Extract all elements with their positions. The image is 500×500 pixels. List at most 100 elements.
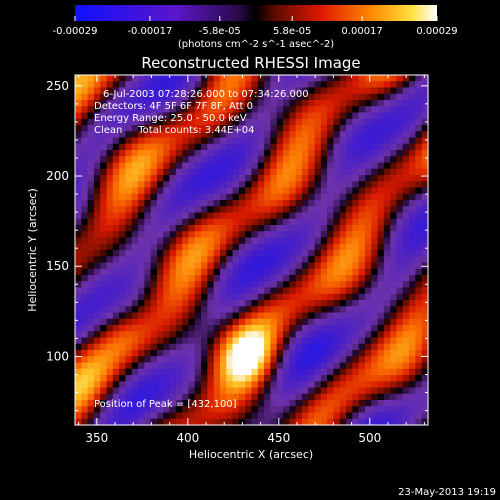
heatmap-cell <box>352 306 360 314</box>
heatmap-cell <box>421 325 429 332</box>
heatmap-cell <box>364 125 372 132</box>
heatmap-cell <box>409 250 416 257</box>
heatmap-cell <box>289 356 297 364</box>
heatmap-cell <box>87 275 95 282</box>
heatmap-cell <box>346 200 353 207</box>
heatmap-cell <box>163 312 171 320</box>
heatmap-cell <box>226 406 234 414</box>
heatmap-cell <box>245 175 253 182</box>
heatmap-cell <box>327 281 335 289</box>
heatmap-cell <box>421 168 429 176</box>
heatmap-cell <box>314 281 322 289</box>
heatmap-cell <box>163 81 171 89</box>
heatmap-cell <box>320 343 328 351</box>
heatmap-cell <box>270 237 278 245</box>
heatmap-cell <box>81 150 89 157</box>
heatmap-cell <box>339 250 347 257</box>
heatmap-cell <box>327 368 335 376</box>
heatmap-cell <box>226 281 234 289</box>
heatmap-cell <box>396 218 404 226</box>
heatmap-cell <box>270 100 278 107</box>
heatmap-cell <box>194 256 202 264</box>
heatmap-cell <box>257 325 265 332</box>
heatmap-cell <box>194 150 202 157</box>
heatmap-cell <box>150 268 158 276</box>
heatmap-cell <box>138 256 145 264</box>
heatmap-cell <box>409 93 416 101</box>
heatmap-cell <box>112 156 120 164</box>
heatmap-cell <box>245 243 253 251</box>
heatmap-cell <box>207 125 215 132</box>
heatmap-cell <box>314 206 322 214</box>
heatmap-cell <box>150 381 158 389</box>
heatmap-cell <box>75 212 82 220</box>
heatmap-cell <box>402 393 410 401</box>
heatmap-cell <box>320 268 328 276</box>
heatmap-cell <box>333 118 341 126</box>
heatmap-cell <box>371 300 379 307</box>
heatmap-cell <box>346 156 353 164</box>
heatmap-cell <box>358 343 366 351</box>
heatmap-cell <box>364 300 372 307</box>
heatmap-cell <box>232 337 240 345</box>
heatmap-cell <box>257 337 265 345</box>
heatmap-cell <box>251 193 259 201</box>
heatmap-cell <box>352 325 360 332</box>
heatmap-cell <box>346 350 353 357</box>
heatmap-cell <box>327 275 335 282</box>
heatmap-cell <box>125 381 133 389</box>
heatmap-cell <box>364 293 372 301</box>
heatmap-cell <box>251 343 259 351</box>
heatmap-cell <box>93 237 101 245</box>
heatmap-cell <box>175 306 183 314</box>
heatmap-cell <box>308 293 316 301</box>
heatmap-cell <box>238 318 246 326</box>
heatmap-cell <box>283 93 290 101</box>
heatmap-cell <box>87 337 95 345</box>
heatmap-cell <box>188 168 196 176</box>
heatmap-cell <box>371 306 379 314</box>
heatmap-cell <box>213 193 221 201</box>
heatmap-cell <box>257 81 265 89</box>
heatmap-cell <box>301 131 309 139</box>
heatmap-cell <box>257 306 265 314</box>
heatmap-cell <box>201 168 208 176</box>
heatmap-cell <box>390 256 398 264</box>
heatmap-cell <box>295 343 303 351</box>
heatmap-cell <box>295 100 303 107</box>
heatmap-cell <box>125 150 133 157</box>
heatmap-cell <box>390 281 398 289</box>
heatmap-cell <box>87 225 95 232</box>
heatmap-cell <box>144 318 152 326</box>
heatmap-cell <box>327 106 335 114</box>
heatmap-cell <box>232 412 240 420</box>
heatmap-cell <box>339 300 347 307</box>
heatmap-cell <box>421 231 429 239</box>
heatmap-cell <box>270 356 278 364</box>
heatmap-cell <box>257 150 265 157</box>
heatmap-cell <box>289 325 297 332</box>
heatmap-cell <box>175 350 183 357</box>
heatmap-cell <box>314 268 322 276</box>
heatmap-cell <box>226 243 234 251</box>
heatmap-cell <box>320 406 328 414</box>
heatmap-cell <box>106 200 114 207</box>
heatmap-cell <box>257 206 265 214</box>
heatmap-cell <box>156 162 164 170</box>
heatmap-cell <box>257 331 265 339</box>
heatmap-cell <box>358 156 366 164</box>
heatmap-cell <box>87 112 95 120</box>
heatmap-cell <box>182 93 190 101</box>
heatmap-cell <box>245 262 253 270</box>
heatmap-cell <box>213 400 221 407</box>
heatmap-cell <box>415 281 423 289</box>
heatmap-cell <box>232 237 240 245</box>
heatmap-cell <box>377 118 385 126</box>
heatmap-cell <box>119 200 127 207</box>
heatmap-cell <box>194 181 202 189</box>
heatmap-cell <box>106 206 114 214</box>
heatmap-cell <box>232 268 240 276</box>
heatmap-cell <box>339 243 347 251</box>
heatmap-cell <box>207 137 215 145</box>
heatmap-cell <box>238 81 246 89</box>
